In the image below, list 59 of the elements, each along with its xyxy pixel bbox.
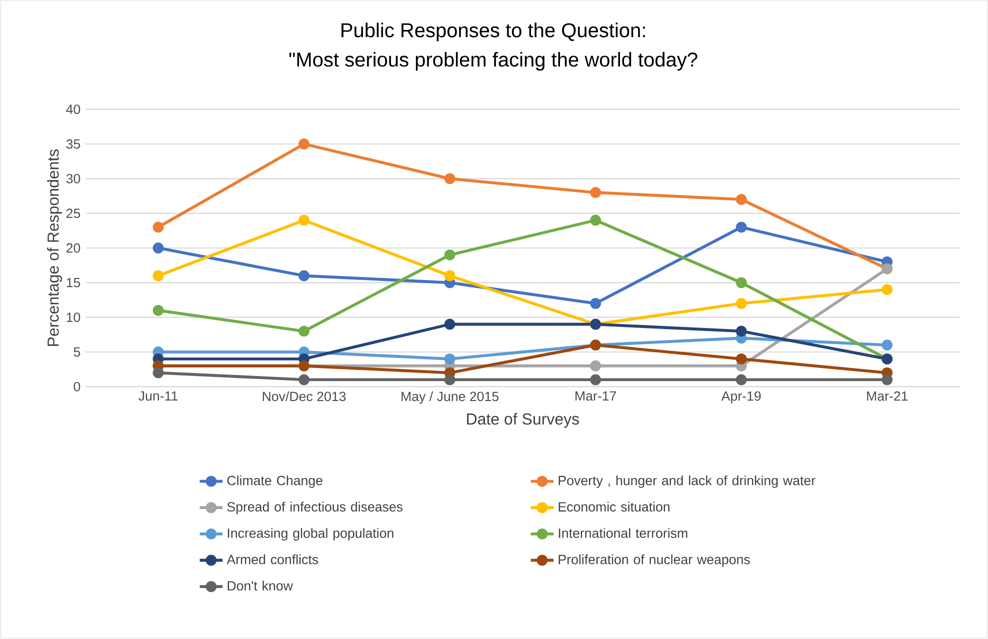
point xyxy=(736,354,747,365)
point xyxy=(152,222,164,233)
legend-label: Don't know xyxy=(228,580,293,591)
point xyxy=(590,298,602,310)
legend-label: Proliferation of nuclear weapons xyxy=(558,554,750,568)
y-axis-title: Percentage of Respondents xyxy=(47,150,62,346)
x-tick-label: Nov/Dec 2013 xyxy=(262,392,346,402)
point xyxy=(298,138,310,150)
y-tick-label: 25 xyxy=(66,208,80,218)
x-tick-label: Apr-19 xyxy=(721,392,761,404)
legend-label: Economic situation xyxy=(558,502,670,512)
y-tick-label: 5 xyxy=(74,348,80,357)
point xyxy=(590,214,602,226)
point xyxy=(590,187,602,198)
chart-subtitle: "Most serious problem facing the world today? xyxy=(289,52,698,71)
point xyxy=(736,374,747,386)
y-tick-label: 30 xyxy=(66,174,80,184)
y-tick-label: 35 xyxy=(66,139,80,149)
point xyxy=(152,242,164,254)
point xyxy=(444,318,456,330)
point xyxy=(590,374,602,386)
point xyxy=(736,194,747,206)
point xyxy=(736,326,747,337)
point xyxy=(736,298,747,310)
point xyxy=(590,360,602,372)
y-tick-label: 15 xyxy=(66,278,80,288)
point xyxy=(882,374,893,386)
y-tick-label: 10 xyxy=(66,312,80,322)
y-tick-label: 40 xyxy=(66,104,80,114)
chart-title: Public Responses to the Question: xyxy=(342,22,645,42)
point xyxy=(444,354,456,365)
x-axis-title: Date of Surveys xyxy=(467,413,579,428)
point xyxy=(444,270,456,282)
x-tick-label: May / June 2015 xyxy=(402,392,498,404)
point xyxy=(298,270,310,282)
point xyxy=(152,305,164,316)
legend-label: Increasing global population xyxy=(228,528,394,541)
x-tick-label: Mar-17 xyxy=(576,392,616,401)
point xyxy=(152,367,164,378)
legend-label: Armed conflicts xyxy=(226,554,318,564)
point xyxy=(736,222,747,233)
legend-label: International terrorism xyxy=(558,528,688,538)
point xyxy=(882,284,893,296)
point xyxy=(298,326,310,337)
point xyxy=(444,374,456,386)
x-tick-label: Jun-11 xyxy=(138,392,178,401)
y-tick-label: 20 xyxy=(66,243,80,253)
legend-label: Poverty , hunger and lack of drinking water xyxy=(558,476,816,488)
x-tick-label: Mar-21 xyxy=(867,392,908,401)
point xyxy=(298,214,310,226)
legend-label: Spread of infectious diseases xyxy=(227,502,403,514)
y-tick-label: 0 xyxy=(74,382,80,392)
point xyxy=(736,277,747,288)
point xyxy=(298,374,310,386)
point xyxy=(444,250,456,261)
point xyxy=(444,173,456,184)
point xyxy=(152,270,164,282)
legend-label: Climate Change xyxy=(227,476,322,488)
point xyxy=(882,340,893,351)
